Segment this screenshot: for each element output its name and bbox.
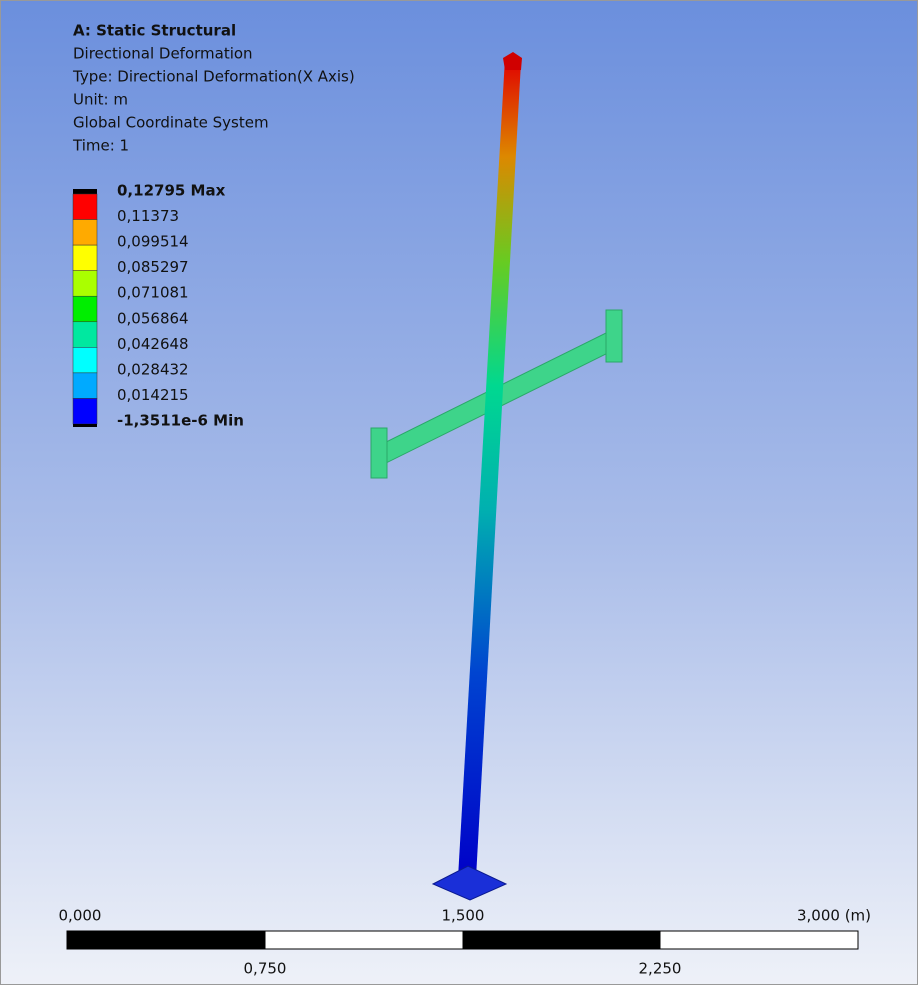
- legend-band: [73, 347, 97, 373]
- scale-segment: [463, 931, 660, 949]
- legend-band: [73, 245, 97, 271]
- title: A: Static Structural: [73, 22, 236, 40]
- legend-label: 0,028432: [117, 360, 189, 378]
- legend-band: [73, 296, 97, 322]
- legend-band: [73, 398, 97, 424]
- legend-label: 0,071081: [117, 284, 189, 302]
- scale-label: 0,750: [244, 960, 287, 978]
- legend-label: -1,3511e-6 Min: [117, 412, 244, 430]
- scale-label: 0,000: [59, 907, 102, 925]
- legend-label: 0,099514: [117, 233, 189, 251]
- header-line: Global Coordinate System: [73, 114, 269, 132]
- legend-band: [73, 220, 97, 246]
- header-line: Directional Deformation: [73, 45, 253, 63]
- legend-band: [73, 322, 97, 348]
- legend-label: 0,042648: [117, 335, 189, 353]
- crossbar-end: [371, 428, 387, 478]
- scale-segment: [67, 931, 265, 949]
- scale-label: 3,000 (m): [797, 907, 871, 925]
- scale-segment: [265, 931, 463, 949]
- legend-band: [73, 373, 97, 399]
- legend-cap: [73, 189, 97, 194]
- scale-label: 2,250: [639, 960, 682, 978]
- legend-label: 0,11373: [117, 207, 179, 225]
- legend-label: 0,014215: [117, 386, 189, 404]
- crossbar-end: [606, 310, 622, 362]
- legend-label: 0,12795 Max: [117, 182, 226, 200]
- background: [1, 1, 918, 985]
- header-line: Unit: m: [73, 91, 128, 109]
- legend-band: [73, 271, 97, 297]
- scale-segment: [660, 931, 858, 949]
- legend-cap: [73, 424, 97, 427]
- page: A: Static Structural Directional Deforma…: [0, 0, 918, 985]
- header-line: Type: Directional Deformation(X Axis): [72, 68, 355, 86]
- viewport: A: Static Structural Directional Deforma…: [0, 0, 918, 985]
- legend-label: 0,056864: [117, 309, 189, 327]
- legend-label: 0,085297: [117, 258, 189, 276]
- header-line: Time: 1: [72, 137, 129, 155]
- legend-band: [73, 194, 97, 220]
- scale-label: 1,500: [442, 907, 485, 925]
